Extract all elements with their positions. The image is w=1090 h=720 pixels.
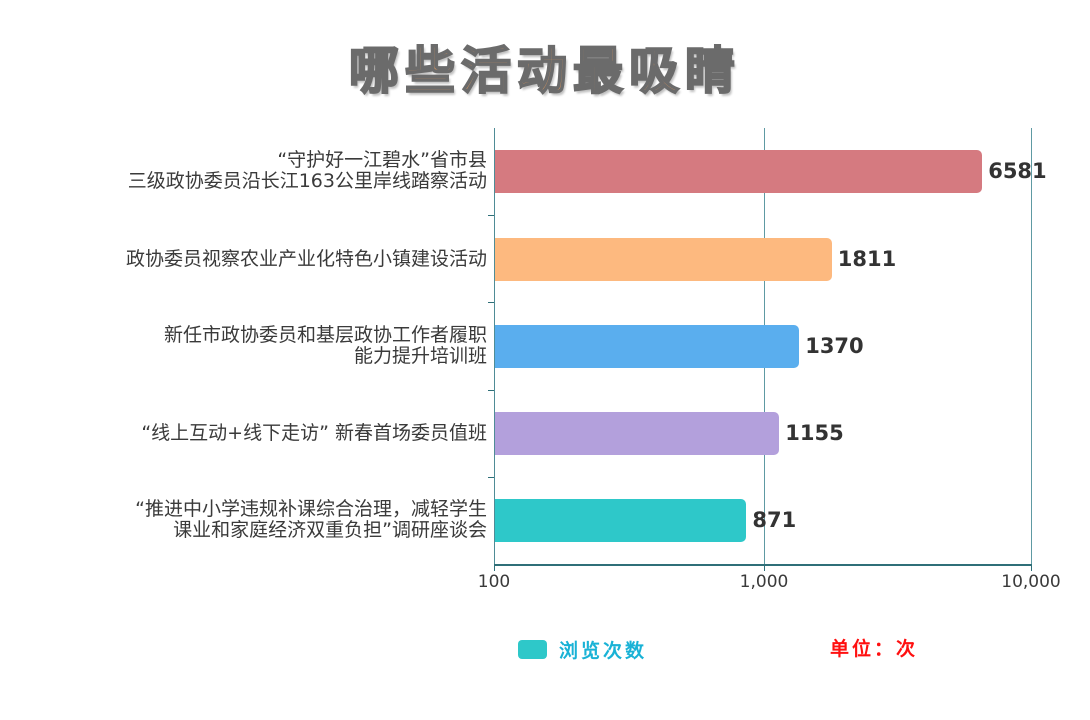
category-label: “线上互动+线下走访” 新春首场委员值班 <box>141 422 487 444</box>
bar[interactable] <box>495 412 780 455</box>
bar[interactable] <box>495 150 983 193</box>
bar[interactable] <box>495 238 832 281</box>
x-tick-label: 1,000 <box>739 572 789 592</box>
legend-label: 浏览次数 <box>559 640 648 662</box>
x-tick <box>1031 564 1032 571</box>
x-tick <box>494 564 495 571</box>
value-label: 1155 <box>785 421 844 445</box>
legend-swatch <box>518 640 547 659</box>
y-tick <box>488 215 494 216</box>
value-label: 1811 <box>837 247 897 271</box>
value-label: 871 <box>752 508 797 532</box>
x-axis <box>494 564 1032 566</box>
category-label: “守护好一江碧水”省市县 三级政协委员沿长江163公里岸线踏察活动 <box>127 149 487 192</box>
gridline-10000 <box>1031 128 1032 565</box>
x-tick-label: 100 <box>477 572 511 592</box>
value-label: 6581 <box>988 159 1047 183</box>
unit-label: 单位：次 <box>830 638 919 660</box>
category-label: “推进中小学违规补课综合治理，减轻学生 课业和家庭经济双重负担”调研座谈会 <box>135 498 487 541</box>
chart-title: 哪些活动最吸睛 <box>348 41 741 101</box>
y-axis <box>494 128 495 565</box>
x-tick <box>764 564 765 571</box>
category-label: 政协委员视察农业产业化特色小镇建设活动 <box>125 248 487 270</box>
y-tick <box>488 302 494 303</box>
y-tick <box>488 477 494 478</box>
value-label: 1370 <box>805 334 864 358</box>
bar[interactable] <box>495 325 800 368</box>
category-label: 新任市政协委员和基层政协工作者履职 能力提升培训班 <box>163 324 487 367</box>
y-tick <box>488 390 494 391</box>
x-tick-label: 10,000 <box>1001 572 1061 592</box>
legend[interactable]: 浏览次数 <box>518 636 647 663</box>
bar[interactable] <box>495 499 747 542</box>
